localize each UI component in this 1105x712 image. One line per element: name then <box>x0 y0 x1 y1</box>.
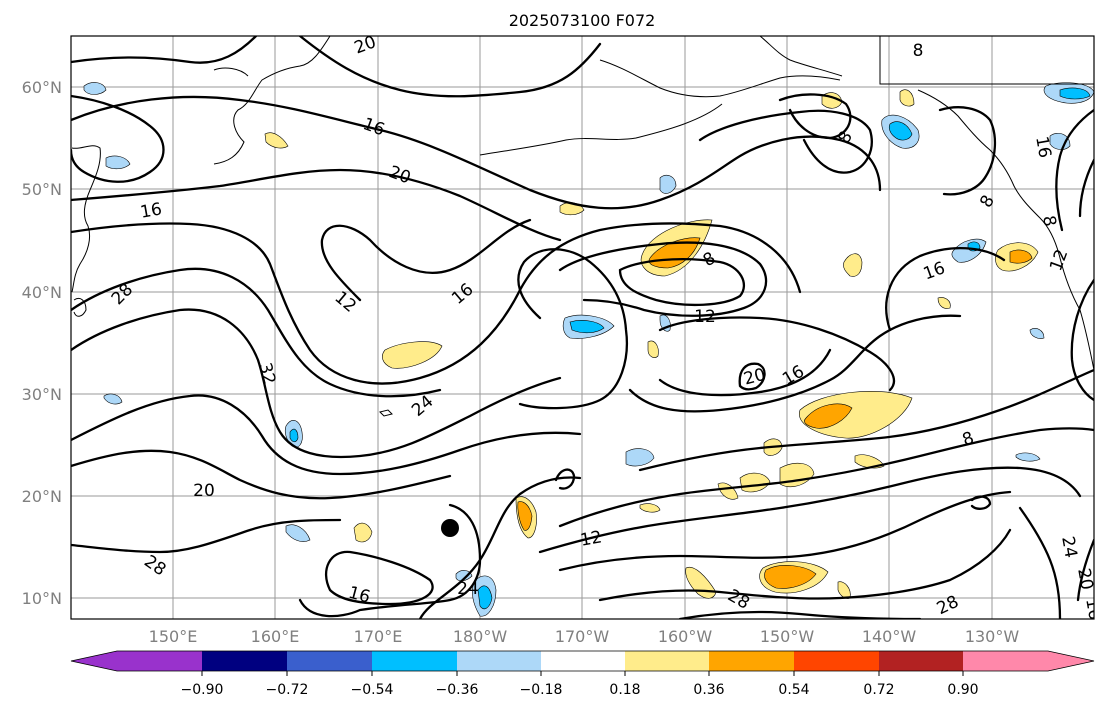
lon-label: 180°W <box>453 627 508 646</box>
coastlines <box>71 36 1094 417</box>
contour-label: 8 <box>913 41 924 61</box>
colorbar-extend-low <box>71 651 117 671</box>
shaded-field <box>83 82 1094 617</box>
lat-label: 20°N <box>22 487 62 506</box>
lon-label: 150°W <box>760 627 815 646</box>
lat-label: 60°N <box>22 78 62 97</box>
lon-label: 150°E <box>149 627 198 646</box>
contour-label: 12 <box>694 307 716 327</box>
lat-label: 30°N <box>22 385 62 404</box>
contour-label: 16 <box>1031 135 1054 160</box>
contour-label: 16 <box>139 199 164 222</box>
contour-label: 8 <box>1038 214 1060 228</box>
lon-label: 170°E <box>354 627 403 646</box>
colorbar-segment <box>625 651 709 671</box>
lon-label: 160°E <box>251 627 300 646</box>
colorbar-segment <box>879 651 963 671</box>
lon-label: 140°W <box>862 627 917 646</box>
colorbar-extend-high <box>1048 651 1094 671</box>
colorbar-segment <box>457 651 541 671</box>
lon-label: 160°W <box>658 627 713 646</box>
colorbar-segment <box>117 651 202 671</box>
colorbar-segment <box>202 651 287 671</box>
contour-label: 20 <box>193 481 215 501</box>
contour-label: 16 <box>1081 597 1104 622</box>
colorbar-tick-label: 0.54 <box>778 682 809 698</box>
lat-label: 50°N <box>22 180 62 199</box>
map-title: 2025073100 F072 <box>509 11 656 30</box>
lon-label: 130°W <box>965 627 1020 646</box>
colorbar-tick-label: 0.18 <box>609 682 640 698</box>
contour-label: 24 <box>1057 535 1080 560</box>
contour-label: 20 <box>352 32 379 58</box>
contour-label: 24 <box>457 579 479 599</box>
lat-label: 40°N <box>22 283 62 302</box>
colorbar-tick-label: −0.54 <box>351 682 394 698</box>
colorbar-tick-label: 0.72 <box>863 682 894 698</box>
colorbar-tick-label: −0.36 <box>436 682 479 698</box>
colorbar-tick-label: −0.72 <box>266 682 309 698</box>
latitude-axis: 10°N 20°N 30°N 40°N 50°N 60°N <box>22 78 62 608</box>
contour-lines <box>71 36 1094 619</box>
colorbar-segment <box>372 651 457 671</box>
contour-label: 20 <box>1073 567 1096 592</box>
colorbar-tick-label: 0.90 <box>947 682 978 698</box>
colorbar-segment <box>709 651 794 671</box>
colorbar-tick-label: 0.36 <box>693 682 724 698</box>
longitude-axis: 150°E 160°E 170°E 180°W 170°W 160°W 150°… <box>149 627 1020 646</box>
colorbar-segment <box>287 651 372 671</box>
storm-center-marker <box>441 519 459 537</box>
colorbar-outline <box>70 650 1095 672</box>
colorbar-segment <box>963 651 1048 671</box>
colorbar: −0.90 −0.72 −0.54 −0.36 −0.18 0.18 0.36 … <box>70 650 1095 698</box>
map-panel: 20 16 20 16 28 12 16 32 24 20 16 28 24 1… <box>70 32 1104 622</box>
map-frame <box>70 35 1095 620</box>
colorbar-segment <box>794 651 879 671</box>
contour-label: 12 <box>579 527 604 550</box>
colorbar-tick-label: −0.18 <box>520 682 563 698</box>
lat-label: 10°N <box>22 589 62 608</box>
colorbar-tick-label: −0.90 <box>181 682 224 698</box>
lon-label: 170°W <box>555 627 610 646</box>
colorbar-segment <box>541 651 625 671</box>
